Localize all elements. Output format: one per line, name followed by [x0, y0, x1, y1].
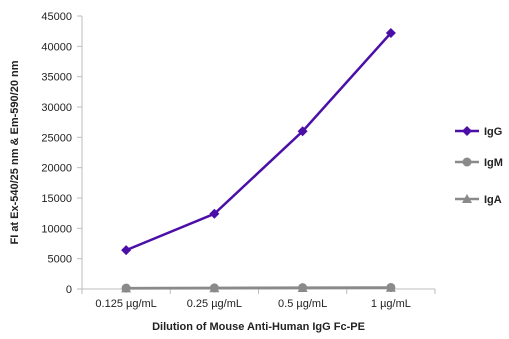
legend-label-igg: IgG	[484, 126, 502, 138]
data-point-igm	[209, 283, 219, 293]
data-point-igm	[121, 283, 131, 293]
x-tick-label: 0.125 µg/mL	[95, 298, 156, 310]
data-point-igm	[298, 283, 308, 293]
series-line-igg	[125, 32, 392, 252]
y-tick-label: 40000	[41, 41, 72, 53]
y-tick-label: 35000	[41, 72, 72, 84]
y-tick-label: 45000	[41, 11, 72, 23]
legend-marker-igm	[462, 157, 472, 167]
y-tick-label: 25000	[41, 132, 72, 144]
data-point-igm	[386, 282, 396, 292]
y-axis-title: FI at Ex-540/25 nm & Em-590/20 nm	[9, 60, 21, 244]
legend-marker-iga	[462, 194, 472, 203]
x-axis-ticks: 0.125 µg/mL 0.25 µg/mL 0.5 µg/mL 1 µg/mL	[81, 289, 436, 310]
data-point-igg	[209, 208, 220, 219]
y-tick-label: 0	[66, 284, 72, 296]
x-tick-label: 1 µg/mL	[371, 298, 411, 310]
y-tick-label: 20000	[41, 163, 72, 175]
y-tick-label: 30000	[41, 102, 72, 114]
series-line-igm	[126, 286, 391, 290]
legend-marker-igg	[462, 126, 472, 136]
x-tick-label: 0.5 µg/mL	[278, 298, 327, 310]
y-axis-ticks: 0 5000 10000 15000 20000 25000 30000 35000 40000…	[41, 11, 82, 296]
y-tick-label: 10000	[41, 223, 72, 235]
x-tick-label: 0.25 µg/mL	[187, 298, 242, 310]
data-point-igg	[385, 27, 396, 38]
series-group	[121, 27, 396, 293]
data-point-igg	[121, 245, 132, 256]
y-tick-label: 5000	[48, 254, 72, 266]
legend-label-iga: IgA	[484, 194, 502, 206]
data-point-igg	[297, 126, 308, 137]
legend-label-igm: IgM	[484, 157, 503, 169]
x-axis-title: Dilution of Mouse Anti-Human IgG Fc-PE	[152, 321, 365, 333]
y-tick-label: 15000	[41, 193, 72, 205]
legend: IgG IgM IgA	[455, 126, 503, 206]
